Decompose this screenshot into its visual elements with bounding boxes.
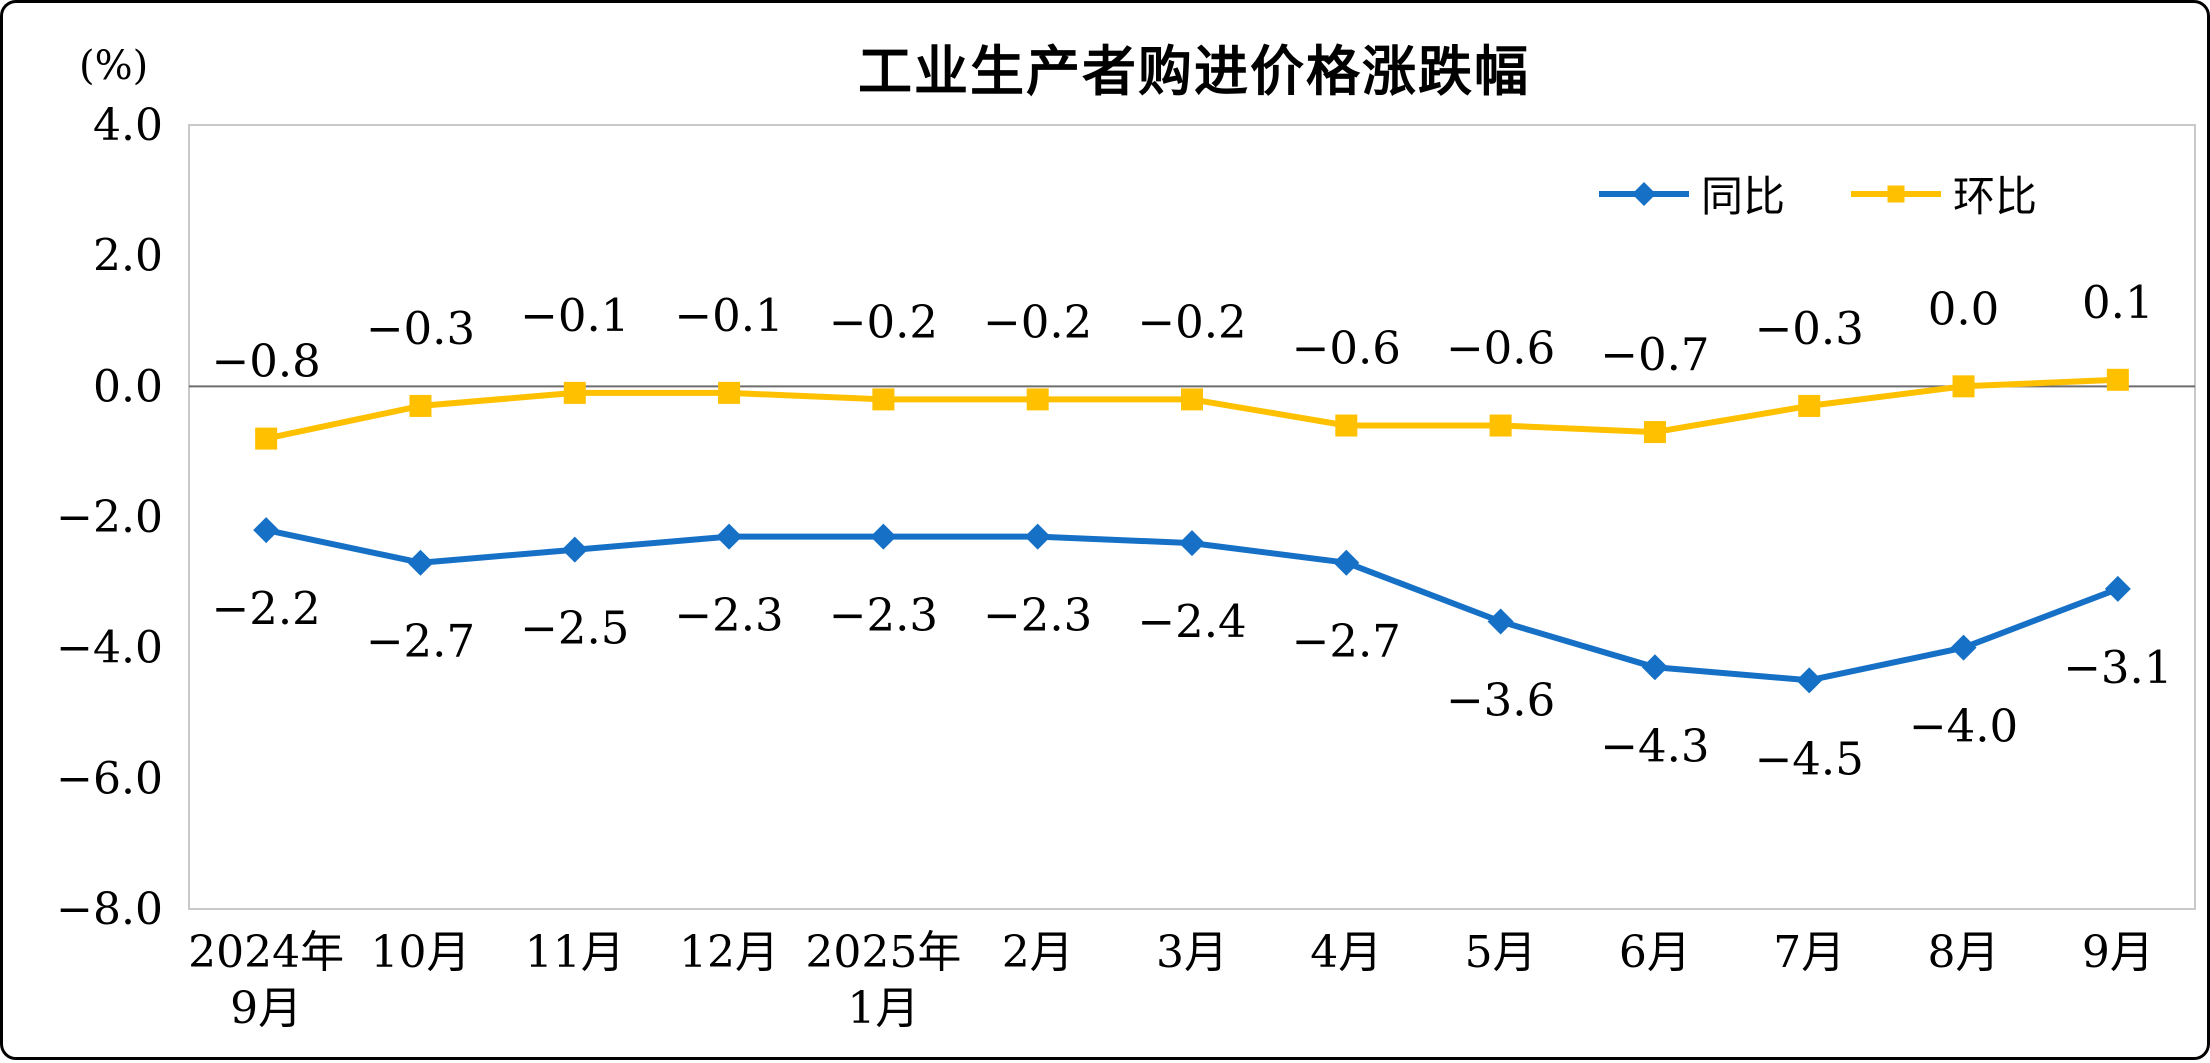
square-marker-icon — [1952, 375, 1975, 398]
diamond-marker-icon — [1796, 667, 1823, 694]
x-axis-category-label: 4月 — [1310, 927, 1382, 978]
legend-label-yoy: 同比 — [1700, 172, 1785, 221]
diamond-marker-icon — [716, 523, 743, 550]
x-axis-category-label: 10月 — [370, 927, 470, 978]
data-label-yoy: −2.3 — [983, 589, 1092, 642]
diamond-marker-icon — [2104, 575, 2131, 602]
y-axis-tick-label: 0.0 — [93, 361, 163, 412]
diamond-marker-icon — [1179, 530, 1205, 557]
diamond-marker-icon — [1641, 654, 1668, 681]
mom-series-swatch — [1850, 180, 1941, 208]
data-label-mom: −0.3 — [366, 302, 475, 355]
data-label-mom: −0.2 — [1137, 295, 1246, 348]
data-label-mom: −0.1 — [520, 289, 629, 342]
data-label-yoy: −2.2 — [212, 582, 321, 635]
square-marker-icon — [1643, 421, 1666, 444]
data-label-yoy: −2.3 — [829, 589, 938, 642]
square-marker-icon — [563, 381, 586, 404]
x-axis-category-label: 2月 — [1002, 927, 1074, 978]
legend-item-mom: 环比 — [1850, 163, 2037, 224]
data-label-yoy: −3.1 — [2063, 641, 2172, 694]
data-label-mom: −0.6 — [1446, 322, 1555, 375]
square-marker-icon — [255, 427, 278, 450]
square-marker-icon — [718, 381, 741, 404]
data-label-mom: 0.1 — [2082, 276, 2154, 329]
diamond-marker-icon — [870, 523, 897, 550]
square-marker-icon — [1798, 394, 1821, 417]
diamond-marker-icon — [253, 517, 280, 544]
data-label-mom: −0.2 — [829, 295, 938, 348]
data-label-yoy: −3.6 — [1446, 674, 1555, 727]
y-axis-tick-label: 4.0 — [93, 100, 163, 151]
data-label-mom: −0.3 — [1755, 302, 1864, 355]
data-label-yoy: −4.3 — [1600, 719, 1709, 772]
x-axis-category-label: 2025年 1月 — [805, 927, 961, 1034]
legend-item-yoy: 同比 — [1598, 163, 1785, 224]
y-axis-tick-label: −6.0 — [56, 753, 163, 804]
x-axis-category-label: 5月 — [1465, 927, 1537, 978]
diamond-marker-icon — [1631, 181, 1656, 206]
data-label-mom: −0.8 — [212, 335, 321, 388]
diamond-marker-icon — [1333, 549, 1360, 576]
plot-border — [188, 124, 2196, 910]
diamond-marker-icon — [1487, 608, 1514, 635]
diamond-marker-icon — [1024, 523, 1051, 550]
data-label-mom: −0.7 — [1600, 328, 1709, 381]
x-axis-category-label: 3月 — [1156, 927, 1228, 978]
square-marker-icon — [1181, 388, 1203, 411]
data-label-yoy: −4.5 — [1755, 732, 1864, 785]
square-marker-icon — [409, 394, 432, 417]
legend-label-mom: 环比 — [1952, 172, 2037, 221]
data-label-yoy: −2.3 — [674, 589, 783, 642]
square-marker-icon — [1026, 388, 1049, 411]
data-label-mom: −0.1 — [674, 289, 783, 342]
data-label-mom: −0.2 — [983, 295, 1092, 348]
x-axis-category-label: 6月 — [1619, 927, 1691, 978]
y-axis-tick-label: −4.0 — [56, 623, 163, 674]
square-marker-icon — [1335, 414, 1358, 437]
data-label-yoy: −4.0 — [1909, 700, 2018, 753]
diamond-marker-icon — [407, 549, 434, 576]
y-axis-tick-label: 2.0 — [93, 231, 163, 282]
x-axis-category-label: 12月 — [679, 927, 779, 978]
x-axis-category-label: 11月 — [525, 927, 625, 978]
diamond-marker-icon — [561, 536, 588, 563]
x-axis-category-label: 8月 — [1928, 927, 2000, 978]
x-axis-category-label: 2024年 9月 — [188, 927, 344, 1034]
square-marker-icon — [2106, 368, 2129, 391]
square-marker-icon — [1489, 414, 1512, 437]
y-axis-tick-label: −2.0 — [56, 492, 163, 543]
line-chart: 4.0 2.0 0.0 −2.0 −4.0 −6.0 −8.0 2024年 9月 10月 11月 12… — [56, 100, 2196, 1034]
diamond-marker-icon — [1950, 634, 1977, 661]
data-label-yoy: −2.7 — [1292, 615, 1401, 668]
chart-title: 工业生产者购进价格涨跌幅 — [858, 40, 1530, 103]
x-axis-category-label: 7月 — [1773, 927, 1845, 978]
square-marker-icon — [872, 388, 895, 411]
data-label-yoy: −2.4 — [1137, 595, 1246, 648]
square-marker-icon — [1887, 185, 1905, 202]
chart-legend: 同比 环比 — [1598, 163, 2037, 224]
y-axis-tick-label: −8.0 — [56, 884, 163, 935]
data-label-yoy: −2.7 — [366, 615, 475, 668]
x-axis-category-label: 9月 — [2082, 927, 2154, 978]
yoy-series-swatch — [1598, 180, 1689, 208]
data-label-mom: 0.0 — [1928, 282, 2000, 335]
y-axis-unit-label: (%) — [79, 43, 149, 89]
data-label-mom: −0.6 — [1292, 322, 1401, 375]
data-label-yoy: −2.5 — [520, 602, 629, 655]
